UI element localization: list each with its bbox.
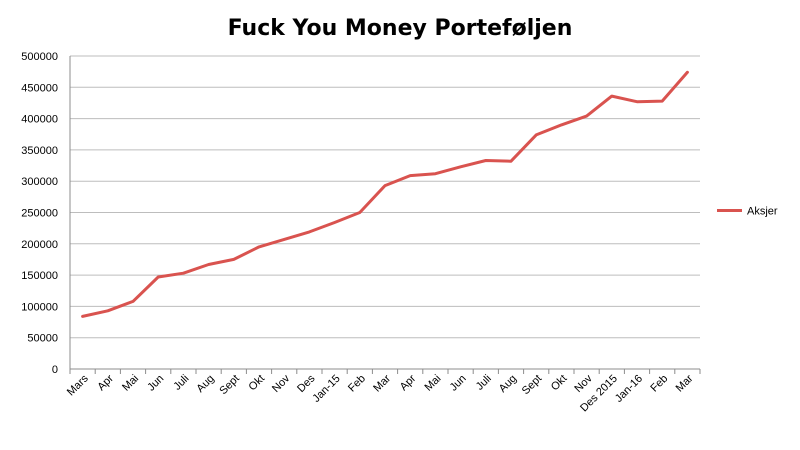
y-axis: 0 50000 100000 150000 200000 250000 300000 3500… xyxy=(21,51,71,376)
x-tick-label: Nov xyxy=(270,372,293,395)
y-tick-label: 100000 xyxy=(21,301,58,313)
x-tick-label: Mar xyxy=(371,372,393,394)
x-tick-label: Sept xyxy=(520,373,544,397)
y-tick-label: 50000 xyxy=(27,333,58,345)
x-tick-label: Jun xyxy=(448,373,469,394)
x-tick-label: Mars xyxy=(65,372,91,398)
y-tick-label: 250000 xyxy=(21,208,58,220)
y-tick-label: 150000 xyxy=(21,270,58,282)
x-tick-label: Aug xyxy=(497,373,519,395)
y-tick-label: 0 xyxy=(52,364,58,376)
x-tick-label: Mai xyxy=(120,373,141,394)
y-tick-label: 350000 xyxy=(21,145,58,157)
grid xyxy=(70,55,700,370)
y-tick-label: 400000 xyxy=(21,114,58,126)
x-tick-label: Mai xyxy=(422,373,443,394)
x-tick-label: Feb xyxy=(648,373,670,395)
x-tick-label: Aug xyxy=(194,373,216,395)
y-tick-label: 500000 xyxy=(21,51,58,63)
x-tick-label: Sept xyxy=(217,373,241,397)
x-tick-label: Okt xyxy=(247,373,268,394)
x-tick-label: Feb xyxy=(346,373,368,395)
x-tick-label: Mar xyxy=(674,372,696,394)
series-layer xyxy=(81,70,689,318)
y-tick-label: 300000 xyxy=(21,176,58,188)
x-tick-label: Jun xyxy=(145,373,166,394)
x-tick-label: Apr xyxy=(398,372,419,393)
legend-label: Aksjer xyxy=(747,206,778,218)
x-tick-label: Juli xyxy=(171,373,191,393)
x-tick-label: Juli xyxy=(474,373,494,393)
x-tick-label: Okt xyxy=(549,373,570,394)
legend: Aksjer xyxy=(717,206,778,218)
chart-title: Fuck You Money Porteføljen xyxy=(228,16,573,41)
x-tick-label: Jan-16 xyxy=(613,373,645,405)
x-tick-label: Jan-15 xyxy=(310,373,342,405)
y-tick-label: 200000 xyxy=(21,239,58,251)
series-line xyxy=(81,70,689,318)
y-tick-label: 450000 xyxy=(21,82,58,94)
x-tick-label: Apr xyxy=(95,372,116,393)
